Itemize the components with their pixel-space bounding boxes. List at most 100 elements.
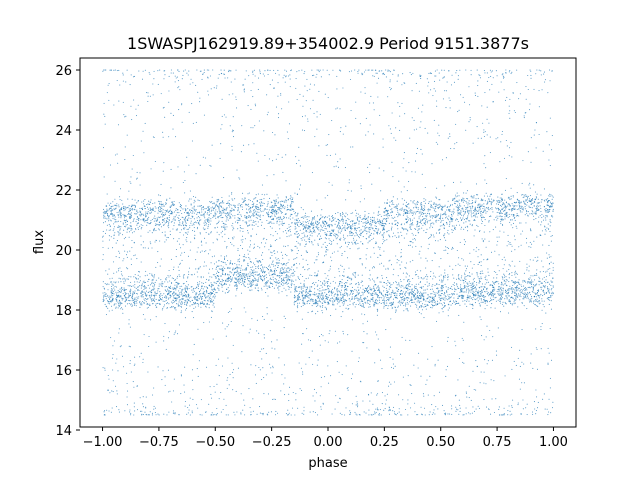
data-point: [135, 221, 137, 223]
data-point: [351, 296, 353, 298]
data-point: [412, 294, 414, 296]
data-point: [345, 281, 347, 284]
data-point: [110, 294, 112, 296]
data-point: [415, 287, 417, 289]
data-point: [164, 218, 166, 220]
data-point: [177, 209, 179, 211]
data-point: [397, 275, 399, 277]
data-point: [124, 215, 126, 217]
data-point: [279, 281, 281, 283]
data-point: [288, 235, 290, 237]
data-point: [374, 281, 376, 283]
data-point: [366, 238, 368, 240]
data-point: [416, 269, 418, 271]
data-point: [169, 213, 171, 215]
data-point: [354, 235, 356, 237]
data-point: [399, 279, 402, 281]
data-point: [420, 209, 422, 211]
data-point: [168, 219, 170, 221]
data-point: [162, 219, 164, 221]
data-point: [267, 215, 269, 217]
data-point: [165, 290, 167, 292]
data-point: [218, 200, 220, 202]
data-point: [305, 224, 307, 226]
data-point: [147, 208, 149, 210]
data-point: [147, 284, 149, 286]
data-point: [276, 222, 278, 224]
data-point: [250, 268, 252, 271]
data-point: [129, 213, 131, 215]
data-point: [288, 226, 290, 228]
data-point: [377, 212, 379, 214]
data-point: [361, 305, 363, 308]
data-point: [339, 305, 341, 307]
data-point: [304, 295, 306, 297]
data-point: [182, 227, 185, 229]
data-point: [155, 279, 157, 281]
data-point: [185, 301, 187, 303]
data-point: [219, 282, 221, 284]
data-point: [299, 296, 301, 298]
data-point: [444, 295, 446, 297]
data-point: [423, 198, 425, 200]
data-point: [361, 291, 363, 293]
data-point: [364, 214, 366, 216]
data-point: [295, 211, 297, 214]
data-point: [205, 224, 207, 226]
data-point: [356, 227, 358, 229]
data-point: [218, 198, 220, 200]
data-point: [193, 222, 195, 224]
data-point: [180, 205, 182, 207]
data-point: [185, 307, 188, 309]
data-point: [350, 225, 352, 227]
data-point: [283, 283, 285, 285]
data-point: [368, 285, 370, 287]
data-point: [302, 287, 304, 289]
data-point: [210, 218, 212, 220]
data-point: [170, 212, 172, 215]
data-point: [336, 291, 339, 293]
data-point: [216, 223, 218, 225]
data-point: [223, 257, 226, 259]
data-point: [352, 221, 354, 223]
data-point: [401, 234, 403, 237]
data-point: [160, 284, 162, 286]
data-point: [349, 300, 351, 302]
data-point: [204, 220, 206, 222]
data-point: [344, 289, 346, 291]
data-point: [259, 275, 262, 277]
data-point: [296, 299, 299, 301]
data-point: [239, 230, 241, 232]
data-point: [296, 267, 298, 269]
data-point: [142, 224, 144, 227]
data-point: [152, 278, 154, 281]
data-point: [238, 264, 240, 266]
data-point: [448, 307, 450, 309]
data-point: [169, 206, 172, 209]
data-point: [277, 212, 279, 214]
data-point: [420, 306, 422, 308]
data-point: [189, 305, 191, 307]
data-point: [304, 234, 306, 236]
data-point: [115, 286, 118, 288]
data-point: [368, 229, 370, 231]
data-point: [320, 214, 322, 216]
data-point: [284, 206, 286, 208]
data-point: [219, 202, 222, 204]
data-point: [117, 231, 119, 233]
data-point: [259, 209, 262, 211]
data-point: [176, 295, 178, 297]
data-point: [414, 285, 416, 287]
data-point: [112, 261, 115, 263]
data-point: [134, 199, 136, 201]
data-point: [355, 295, 357, 297]
data-point: [390, 212, 392, 214]
data-point: [204, 211, 206, 213]
data-point: [412, 277, 414, 280]
data-point: [277, 209, 279, 211]
data-point: [122, 203, 124, 205]
data-point: [240, 281, 242, 283]
data-point: [182, 225, 184, 227]
data-point: [353, 272, 355, 274]
data-point: [126, 229, 128, 231]
